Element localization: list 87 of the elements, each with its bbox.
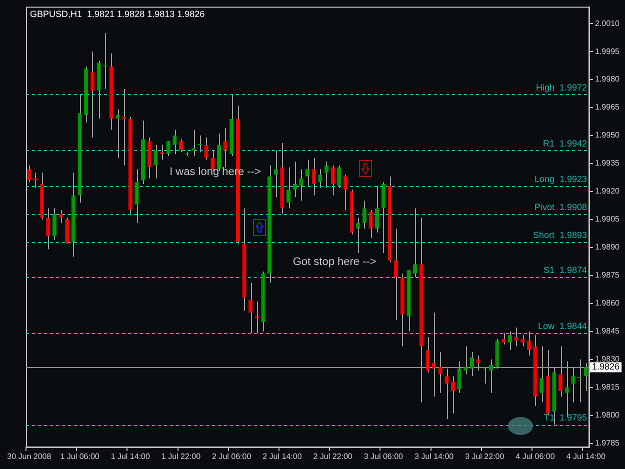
ref-line-label: Short 1.9893 [532,230,587,240]
chart-title: GBPUSD,H1 1.9821 1.9828 1.9813 1.9826 [30,8,205,19]
y-tick-label: 1.9785 [595,438,620,448]
y-tick-label: 1.9800 [595,410,620,420]
y-tick-label: 1.9935 [595,158,620,168]
x-tick-label: 1 Jul 06:00 [60,452,100,462]
candlestick [52,208,56,240]
x-tick-label: 2 Jul 14:00 [262,452,302,462]
candlestick [444,368,449,420]
candlestick [90,51,94,138]
y-tick-label: 1.9905 [595,214,620,224]
candlestick [274,150,278,198]
x-tick-label: 30 Jun 2008 [7,452,52,462]
y-tick-label: 1.9830 [595,354,620,364]
candlestick [178,138,184,153]
candlestick [292,161,297,198]
candlestick [356,217,360,254]
y-tick-label: 1.9995 [595,46,620,56]
candlestick [223,128,228,168]
candlestick [488,358,493,394]
candlestick [368,210,373,239]
ref-line-label: Long 1.9923 [534,174,587,184]
ref-line-label: R1 1.9942 [542,138,587,148]
candlestick [508,330,512,351]
candlestick [540,346,544,403]
x-tick-label: 2 Jul 22:00 [313,452,353,462]
candlestick [337,164,342,188]
x-tick-label: 1 Jul 14:00 [110,452,150,462]
y-tick-label: 1.9950 [595,130,620,140]
x-tick-label: 2 Jul 06:00 [212,452,252,462]
annotation: Got stop here --> [292,256,376,268]
ref-line-label: High 1.9972 [536,82,587,92]
candlestick [154,144,158,179]
y-tick-label: 1.9860 [595,298,620,308]
candlestick [343,174,348,211]
candlestick [46,208,50,250]
candlestick [438,351,442,394]
candlestick [216,133,221,172]
candlestick [450,376,456,414]
candlestick [571,366,576,403]
candlestick [362,200,366,230]
candlestick [166,140,170,157]
ref-line-label: Pivot 1.9908 [534,202,587,212]
y-tick-label: 1.9815 [595,382,620,392]
ref-line-label: S1 1.9874 [543,265,587,276]
y-tick-label: 2.0010 [595,18,620,28]
candlestick [299,168,304,202]
x-tick-label: 3 Jul 22:00 [465,452,505,462]
x-tick-label: 4 Jul 06:00 [516,452,556,462]
y-tick-label: 1.9875 [595,270,620,280]
candlestick [375,185,380,233]
x-tick-label: 3 Jul 06:00 [364,452,404,462]
y-tick-label: 1.9920 [595,186,620,196]
ref-line-label: Low 1.9844 [538,321,587,332]
y-tick-label: 1.9845 [595,326,620,336]
candlestick [330,164,335,196]
candlestick [312,157,316,196]
candlestick [457,360,462,394]
y-tick-label: 1.9980 [595,74,620,84]
candlestick [432,312,436,398]
candlestick [305,159,310,186]
candlestick [514,327,518,347]
ref-line-label: 1.9826 [592,361,620,372]
candlestick [27,164,32,183]
candlestick [65,217,70,244]
candlestick [204,136,208,160]
candlestick [324,161,328,188]
candlestick [426,336,430,373]
candlestick [286,166,291,209]
candlestick [394,228,398,321]
candlestick [558,346,563,398]
x-tick-label: 1 Jul 22:00 [161,452,202,462]
candlestick [470,351,474,377]
y-tick-label: 1.9890 [595,242,620,252]
candlestick [526,330,531,356]
candlestick [413,208,418,278]
candlestick [577,358,582,403]
candlestick [318,168,322,188]
candlestick [248,282,253,334]
x-tick-label: 4 Jul 14:00 [566,452,606,462]
candlestick [134,168,139,224]
ref-line-label: T1 1.9795 [544,412,587,423]
candlestick [172,129,177,155]
candlestick [584,362,588,392]
candlestick [381,182,386,254]
x-tick-label: 3 Jul 14:00 [414,452,454,462]
y-tick-label: 1.9965 [595,102,620,112]
